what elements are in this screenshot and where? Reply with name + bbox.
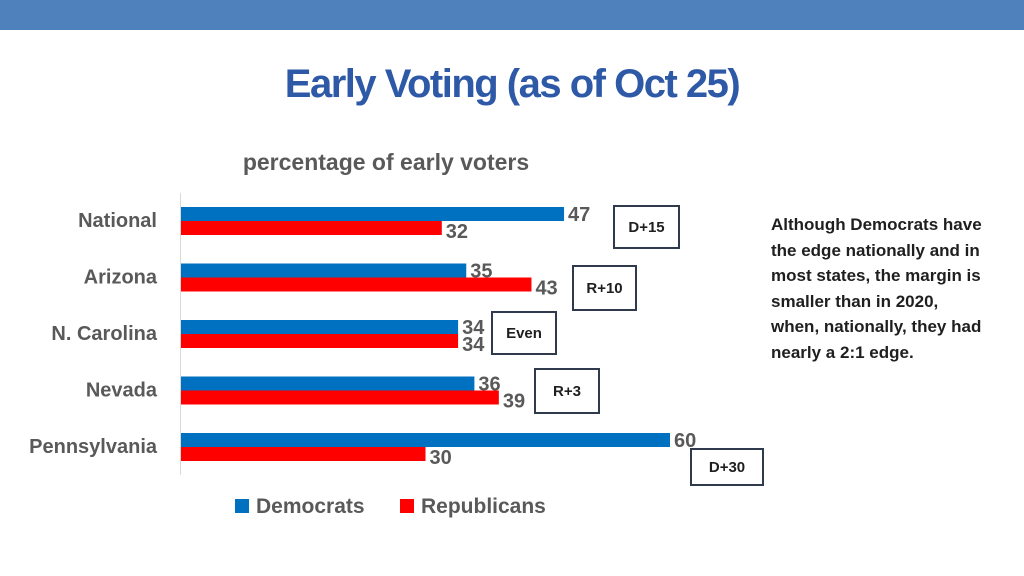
margin-box bbox=[613, 205, 680, 249]
data-label: 43 bbox=[535, 278, 557, 300]
margin-label: Even bbox=[506, 325, 542, 342]
data-label: 34 bbox=[462, 317, 485, 339]
category-label: Nevada bbox=[86, 380, 158, 402]
data-label: 32 bbox=[446, 221, 468, 243]
bar-republicans bbox=[181, 447, 426, 461]
top-band bbox=[0, 0, 1024, 30]
data-label: 30 bbox=[430, 447, 452, 469]
category-label: Pennsylvania bbox=[29, 436, 158, 458]
bar-democrats bbox=[181, 263, 467, 278]
margin-label: R+10 bbox=[586, 280, 622, 297]
bar-republicans bbox=[181, 390, 499, 405]
data-label: 39 bbox=[503, 391, 525, 413]
margin-label: D+30 bbox=[709, 459, 745, 476]
bar-republicans bbox=[181, 221, 442, 235]
legend-label: Republicans bbox=[421, 495, 546, 518]
legend-swatch-republicans bbox=[400, 499, 414, 513]
margin-label: D+15 bbox=[628, 219, 664, 236]
data-label: 47 bbox=[568, 204, 590, 226]
margin-box bbox=[491, 311, 557, 355]
category-label: National bbox=[78, 210, 157, 232]
bar-democrats bbox=[181, 207, 565, 221]
chart-title: percentage of early voters bbox=[243, 149, 529, 175]
bar-democrats bbox=[181, 320, 459, 334]
data-label: 35 bbox=[470, 261, 492, 283]
margin-box bbox=[572, 265, 637, 311]
margin-box bbox=[690, 448, 764, 486]
bar-democrats bbox=[181, 433, 670, 447]
bar-republicans bbox=[181, 277, 532, 292]
margin-label: R+3 bbox=[553, 383, 581, 400]
data-label: 36 bbox=[478, 374, 500, 396]
slide-title: Early Voting (as of Oct 25) bbox=[284, 62, 741, 106]
margin-box bbox=[534, 368, 600, 414]
category-label: Arizona bbox=[84, 267, 158, 289]
annotation-note: Although Democrats have the edge nationa… bbox=[771, 215, 982, 362]
legend-label: Democrats bbox=[256, 495, 365, 518]
bar-republicans bbox=[181, 334, 459, 348]
legend-swatch-democrats bbox=[235, 499, 249, 513]
data-label: 34 bbox=[462, 334, 485, 356]
data-label: 60 bbox=[674, 430, 696, 452]
category-label: N. Carolina bbox=[51, 323, 157, 345]
bar-democrats bbox=[181, 376, 475, 391]
